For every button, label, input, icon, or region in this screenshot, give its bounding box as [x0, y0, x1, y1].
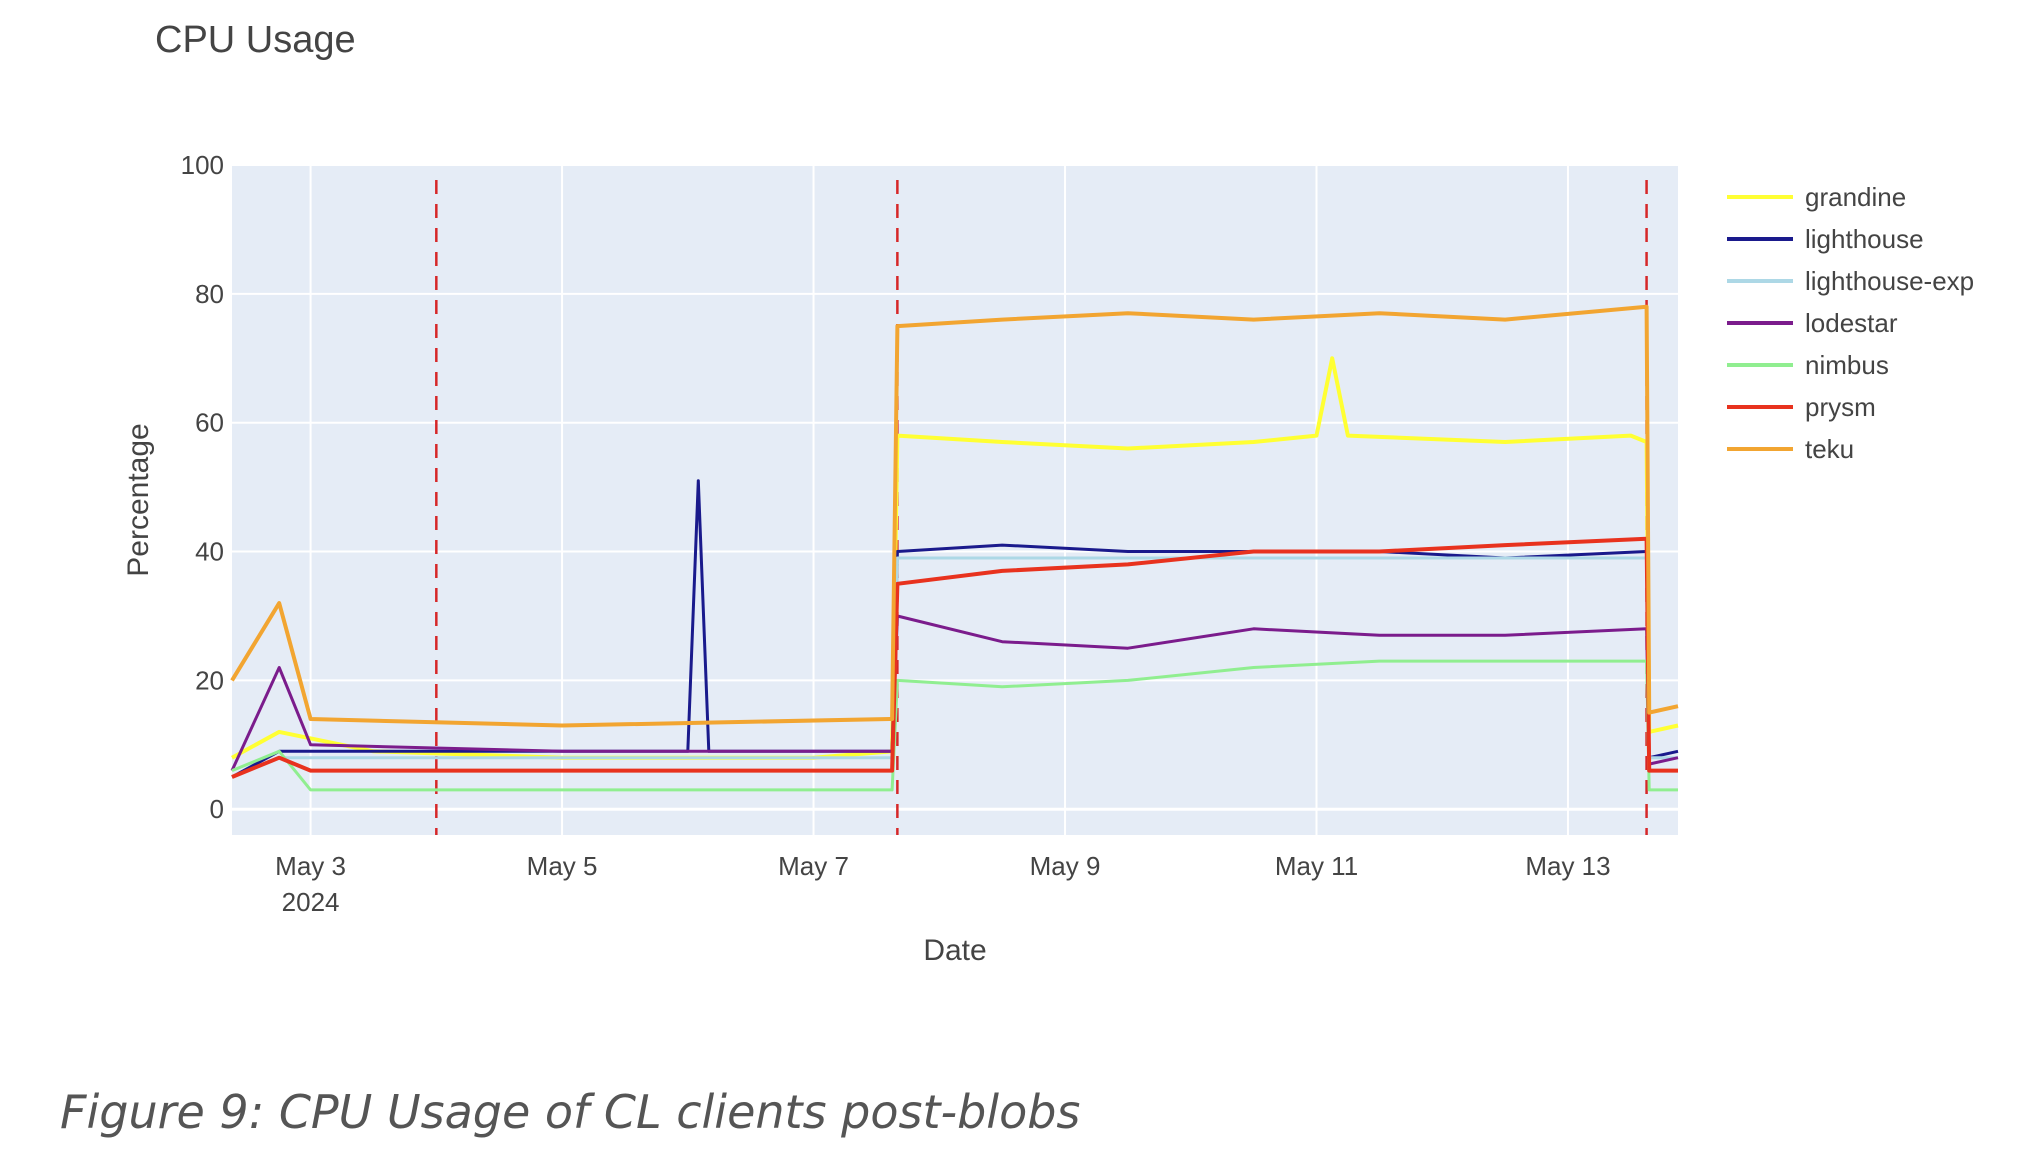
y-axis-title: Percentage [122, 423, 155, 576]
y-tick-label: 100 [181, 150, 224, 180]
figure-caption: Figure 9: CPU Usage of CL clients post-b… [60, 1085, 1081, 1139]
y-tick-label: 20 [195, 665, 224, 695]
legend-label-lodestar: lodestar [1805, 308, 1898, 338]
cpu-usage-chart: CPU Usage 0 20 40 60 80 100 May 3 2024 May 5 May … [122, 19, 1974, 967]
series-line-nimbus [231, 659, 1678, 792]
series-line-prysm [231, 536, 1678, 779]
x-tick-label: May 7 [778, 851, 849, 881]
axis-ticks: 0 20 40 60 80 100 May 3 2024 May 5 May 7 May 9 May … [181, 150, 1611, 917]
x-tick-label: May 5 [527, 851, 598, 881]
legend-label-nimbus: nimbus [1805, 350, 1889, 380]
legend-label-lighthouse: lighthouse [1805, 224, 1924, 254]
series-line-lodestar [230, 614, 1679, 772]
legend-label-prysm: prysm [1805, 392, 1876, 422]
series-line-teku [230, 304, 1679, 728]
y-tick-label: 80 [195, 279, 224, 309]
plot-area [232, 165, 1678, 835]
event-markers [435, 180, 1648, 835]
x-tick-sublabel: 2024 [282, 887, 340, 917]
series-lines [230, 304, 1679, 792]
legend-label-lighthouse-exp: lighthouse-exp [1805, 266, 1974, 296]
legend-label-grandine: grandine [1805, 182, 1906, 212]
chart-title: CPU Usage [155, 19, 356, 61]
series-line-lighthouse [231, 479, 1679, 779]
legend-label-teku: teku [1805, 434, 1854, 464]
legend: grandine lighthouse lighthouse-exp lodestar… [1727, 182, 1974, 464]
y-tick-label: 40 [195, 537, 224, 567]
y-tick-label: 0 [210, 794, 224, 824]
x-tick-label: May 3 [275, 851, 346, 881]
x-tick-label: May 9 [1030, 851, 1101, 881]
x-tick-label: May 11 [1275, 851, 1358, 881]
y-tick-label: 60 [195, 408, 224, 438]
grid [232, 164, 1678, 835]
x-axis-title: Date [923, 934, 986, 967]
x-tick-label: May 13 [1525, 851, 1610, 881]
